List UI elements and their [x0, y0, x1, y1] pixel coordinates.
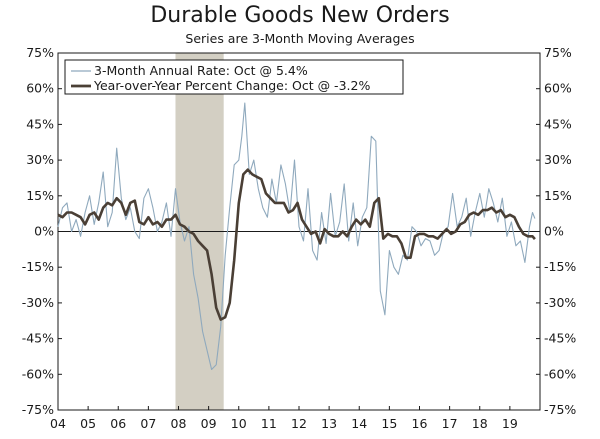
x-tick-label: 12 — [291, 416, 307, 431]
x-tick-label: 13 — [321, 416, 337, 431]
y-tick-label-right: 0% — [544, 224, 564, 239]
y-tick-label-left: 15% — [26, 188, 54, 203]
legend-box — [64, 59, 404, 95]
series-line-yoy — [57, 168, 536, 321]
x-tick-label: 17 — [442, 416, 458, 431]
x-tick-label: 19 — [502, 416, 518, 431]
x-tick-label: 18 — [472, 416, 488, 431]
y-tick-label-left: -75% — [22, 402, 54, 417]
legend-label-yoy: Year-over-Year Percent Change: Oct @ -3.… — [93, 78, 370, 93]
x-tick-label: 04 — [50, 416, 66, 431]
y-tick-label-right: 60% — [544, 81, 572, 96]
x-tick-label: 05 — [80, 416, 96, 431]
y-tick-label-right: 45% — [544, 116, 572, 131]
x-tick-label: 15 — [381, 416, 397, 431]
y-tick-label-left: 30% — [26, 152, 54, 167]
legend-label-annual-rate: 3-Month Annual Rate: Oct @ 5.4% — [94, 63, 308, 78]
y-tick-label-left: -60% — [22, 366, 54, 381]
y-tick-label-left: -45% — [22, 331, 54, 346]
x-tick-label: 10 — [231, 416, 247, 431]
y-tick-label-left: 75% — [26, 45, 54, 60]
x-tick-label: 07 — [140, 416, 156, 431]
x-tick-label: 09 — [201, 416, 217, 431]
y-tick-label-right: -15% — [544, 259, 576, 274]
y-tick-label-left: 0% — [34, 224, 54, 239]
y-tick-label-right: 75% — [544, 45, 572, 60]
y-tick-label-left: -15% — [22, 259, 54, 274]
y-tick-label-right: -60% — [544, 366, 576, 381]
y-tick-label-right: -75% — [544, 402, 576, 417]
chart-subtitle: Series are 3-Month Moving Averages — [185, 31, 415, 46]
x-tick-label: 14 — [351, 416, 367, 431]
x-tick-label: 16 — [412, 416, 428, 431]
series-line-annual-rate — [57, 102, 536, 371]
x-tick-label: 11 — [261, 416, 277, 431]
x-tick-label: 08 — [171, 416, 187, 431]
y-tick-label-right: -30% — [544, 295, 576, 310]
x-tick-label: 06 — [110, 416, 126, 431]
y-tick-label-right: 30% — [544, 152, 572, 167]
y-tick-label-left: 60% — [26, 81, 54, 96]
y-tick-label-right: 15% — [544, 188, 572, 203]
y-tick-label-left: 45% — [26, 116, 54, 131]
y-tick-label-left: -30% — [22, 295, 54, 310]
chart-title: Durable Goods New Orders — [150, 3, 450, 28]
y-tick-label-right: -45% — [544, 331, 576, 346]
